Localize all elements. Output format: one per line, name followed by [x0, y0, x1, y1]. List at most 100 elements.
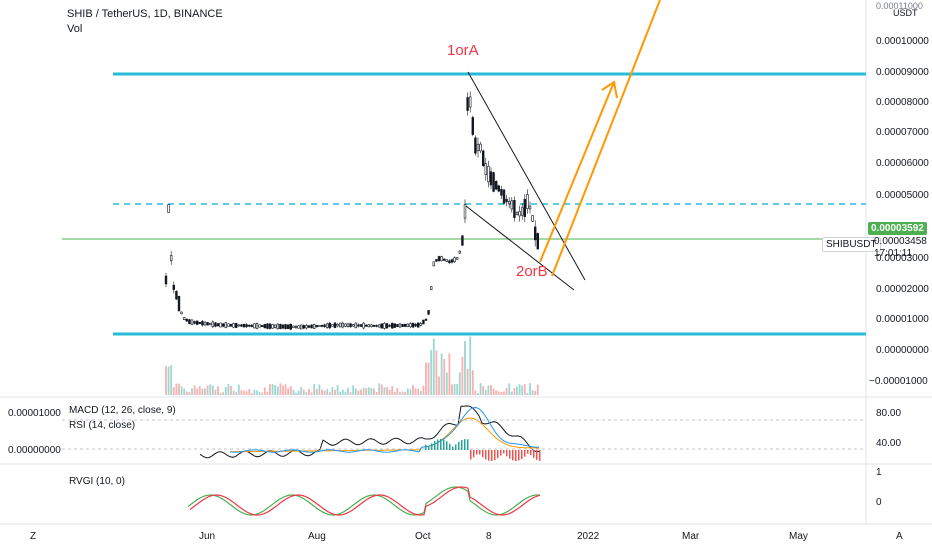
- volume-bar: [352, 385, 355, 395]
- candle: [209, 322, 212, 326]
- candle: [468, 96, 472, 108]
- candle: [294, 326, 298, 328]
- wedge-lower-trendline[interactable]: [465, 205, 575, 291]
- candle: [201, 321, 204, 326]
- rsi-label[interactable]: RSI (14, close): [69, 420, 136, 431]
- candle: [224, 322, 227, 328]
- volume-bars: [165, 336, 539, 395]
- volume-bar: [287, 388, 290, 395]
- candle: [302, 325, 305, 329]
- annotation-point-b[interactable]: 2orB: [516, 263, 548, 280]
- volume-bar: [430, 349, 433, 395]
- macd-histogram-bar: [512, 450, 514, 461]
- volume-bar: [237, 384, 240, 395]
- rvgi-label[interactable]: RVGI (10, 0): [69, 476, 125, 487]
- candle: [494, 181, 498, 190]
- volume-bar: [448, 353, 451, 395]
- candle: [484, 163, 487, 175]
- price-tick: 0.00003000: [876, 253, 929, 264]
- candle: [476, 143, 480, 152]
- macd-histogram-bar: [428, 446, 430, 450]
- candle: [170, 255, 173, 261]
- time-tick: 2022: [577, 531, 600, 542]
- candle: [211, 321, 214, 328]
- volume-bar: [529, 383, 531, 395]
- projection-line-2[interactable]: [551, 0, 661, 277]
- macd-histogram-bar: [473, 450, 475, 458]
- candle: [328, 322, 331, 329]
- time-tick: Aug: [308, 531, 326, 542]
- volume-bar: [357, 390, 360, 395]
- volume-bar: [417, 388, 420, 395]
- candle: [487, 165, 490, 183]
- candle: [286, 324, 290, 329]
- volume-bar: [380, 384, 383, 395]
- macd-histogram-bar: [530, 450, 532, 456]
- candle: [523, 199, 527, 217]
- volume-bar: [193, 385, 196, 395]
- volume-bar: [232, 390, 235, 395]
- volume-bar: [438, 376, 440, 395]
- candle: [393, 323, 396, 328]
- volume-bar: [414, 388, 417, 395]
- candle: [479, 143, 482, 152]
- rvgi-right-tick: 0: [876, 497, 882, 508]
- volume-bar: [227, 384, 230, 395]
- macd-histogram: [425, 439, 541, 461]
- volume-bar: [263, 387, 266, 395]
- projection-arrowhead: [601, 80, 618, 99]
- candle: [526, 194, 529, 209]
- macd-histogram-bar: [509, 450, 511, 459]
- volume-label[interactable]: Vol: [67, 23, 83, 35]
- symbol-title[interactable]: SHIB / TetherUS, 1D, BINANCE: [67, 8, 223, 20]
- volume-bar: [326, 389, 329, 395]
- volume-bar: [172, 387, 175, 395]
- volume-bar: [315, 389, 318, 395]
- wedge-upper-trendline[interactable]: [467, 71, 586, 281]
- price-tick: 0.00007000: [876, 127, 929, 138]
- candle: [196, 320, 199, 325]
- macd-label[interactable]: MACD (12, 26, close, 9): [69, 405, 176, 416]
- projection-line-1[interactable]: [539, 81, 615, 263]
- candle: [284, 324, 287, 330]
- volume-bar: [269, 383, 271, 395]
- candle: [507, 201, 511, 205]
- volume-bar: [474, 390, 477, 395]
- volume-bar: [365, 388, 368, 395]
- price-tick: 0.00008000: [876, 97, 929, 108]
- symbol-tag: SHIBUSDT: [822, 237, 881, 252]
- candle: [463, 204, 467, 219]
- volume-bar: [432, 338, 435, 395]
- bar-countdown: 17:01:11: [874, 248, 913, 259]
- volume-bar: [375, 392, 378, 395]
- candle: [442, 258, 446, 261]
- time-axis-auto-button[interactable]: A: [896, 531, 903, 542]
- candle: [505, 198, 508, 203]
- current-price-box: 0.00003458 17:01:11: [874, 236, 927, 260]
- volume-bar: [201, 388, 204, 395]
- volume-bar: [188, 392, 191, 395]
- volume-bar: [165, 366, 167, 395]
- macd-histogram-bar: [506, 450, 508, 457]
- candle: [370, 324, 373, 328]
- candle: [323, 324, 326, 328]
- volume-bar: [261, 392, 264, 395]
- candle: [502, 189, 506, 204]
- annotation-point-a[interactable]: 1orA: [447, 42, 479, 59]
- volume-bar: [248, 388, 251, 395]
- candle: [281, 324, 285, 329]
- volume-bar: [513, 388, 516, 395]
- candle: [518, 211, 521, 217]
- macd-histogram-bar: [458, 441, 460, 450]
- macd-histogram-bar: [461, 439, 463, 450]
- candle: [359, 324, 363, 327]
- volume-bar: [409, 389, 412, 395]
- rsi-right-tick: 80.00: [876, 408, 902, 419]
- price-tick: 0.00010000: [876, 36, 929, 47]
- macd-histogram-bar: [524, 450, 526, 457]
- price-tick: 0.00006000: [876, 158, 929, 169]
- time-axis-left-button[interactable]: Z: [30, 531, 37, 542]
- macd-histogram-bar: [518, 450, 520, 461]
- macd-histogram-bar: [527, 450, 529, 454]
